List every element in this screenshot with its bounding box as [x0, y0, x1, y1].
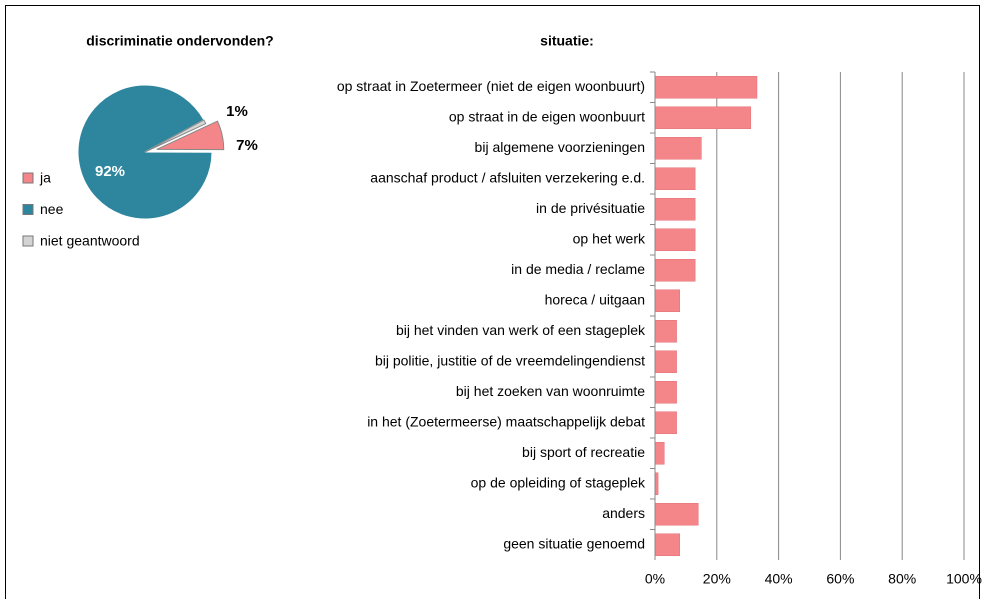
bar	[654, 381, 677, 404]
y-tick-label: bij algemene voorzieningen	[475, 139, 645, 155]
y-tick-label: bij sport of recreatie	[522, 444, 645, 460]
bar	[654, 411, 677, 434]
y-tick-label: bij politie, justitie of de vreemdelinge…	[375, 352, 645, 368]
y-tick-label: in de privésituatie	[536, 200, 645, 216]
y-tick-label: anders	[602, 505, 645, 521]
legend-swatch	[22, 235, 34, 247]
y-tick-label: op het werk	[573, 230, 646, 246]
y-tick-label: op de opleiding of stageplek	[471, 474, 646, 490]
y-tick-label: horeca / uitgaan	[545, 291, 645, 307]
y-tick-label: geen situatie genoemd	[503, 535, 645, 551]
bar	[654, 350, 677, 373]
pie-title: discriminatie ondervonden?	[86, 33, 273, 49]
x-tick-label: 100%	[946, 571, 982, 587]
legend-swatch	[22, 204, 34, 215]
x-tick-label: 80%	[888, 571, 916, 587]
pie-value-label: 92%	[95, 163, 125, 180]
legend-swatch	[22, 172, 34, 184]
y-tick-label: op straat in Zoetermeer (niet de eigen w…	[337, 78, 645, 94]
x-tick-label: 20%	[703, 571, 731, 587]
bar-title: situatie:	[540, 33, 594, 49]
bar	[654, 289, 680, 312]
bar	[654, 259, 696, 282]
pie-slice	[156, 120, 225, 151]
bar	[654, 106, 752, 129]
bar	[654, 228, 696, 251]
bar	[654, 320, 677, 343]
x-tick-label: 0%	[645, 571, 665, 587]
y-tick-label: aanschaf product / afsluiten verzekering…	[370, 169, 645, 185]
legend-label: nee	[40, 201, 64, 217]
bar	[654, 503, 699, 526]
bar	[654, 137, 702, 160]
pie-value-label: 7%	[236, 137, 258, 154]
frame	[5, 5, 980, 599]
legend-label: niet geantwoord	[40, 233, 140, 249]
y-tick-label: op straat in de eigen woonbuurt	[449, 108, 645, 124]
bar	[654, 442, 665, 465]
bar	[654, 167, 696, 190]
legend-label: ja	[39, 170, 51, 186]
bar	[654, 533, 680, 556]
y-tick-label: bij het zoeken van woonruimte	[456, 383, 645, 399]
x-tick-label: 60%	[826, 571, 854, 587]
pie-slice	[144, 119, 207, 153]
y-tick-label: bij het vinden van werk of een stageplek	[396, 322, 646, 338]
pie-value-label: 1%	[226, 103, 248, 120]
bar	[654, 76, 758, 99]
x-tick-label: 40%	[765, 571, 793, 587]
y-tick-label: in het (Zoetermeerse) maatschappelijk de…	[367, 413, 645, 429]
y-tick-label: in de media / reclame	[511, 261, 645, 277]
bar	[654, 198, 696, 221]
